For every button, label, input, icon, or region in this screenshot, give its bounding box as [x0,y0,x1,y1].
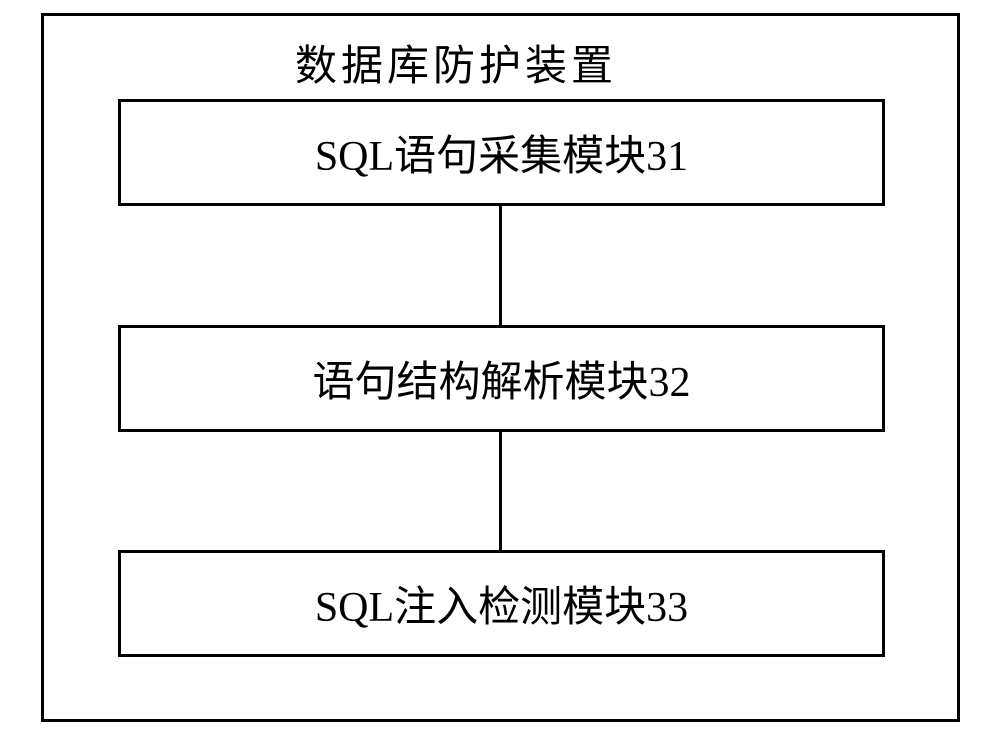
module-box-32: 语句结构解析模块32 [118,325,885,432]
connector-31-32 [499,206,502,325]
module-box-33: SQL注入检测模块33 [118,550,885,657]
connector-32-33 [499,432,502,550]
diagram-title: 数据库防护装置 [295,32,617,93]
module-box-31: SQL语句采集模块31 [118,99,885,206]
